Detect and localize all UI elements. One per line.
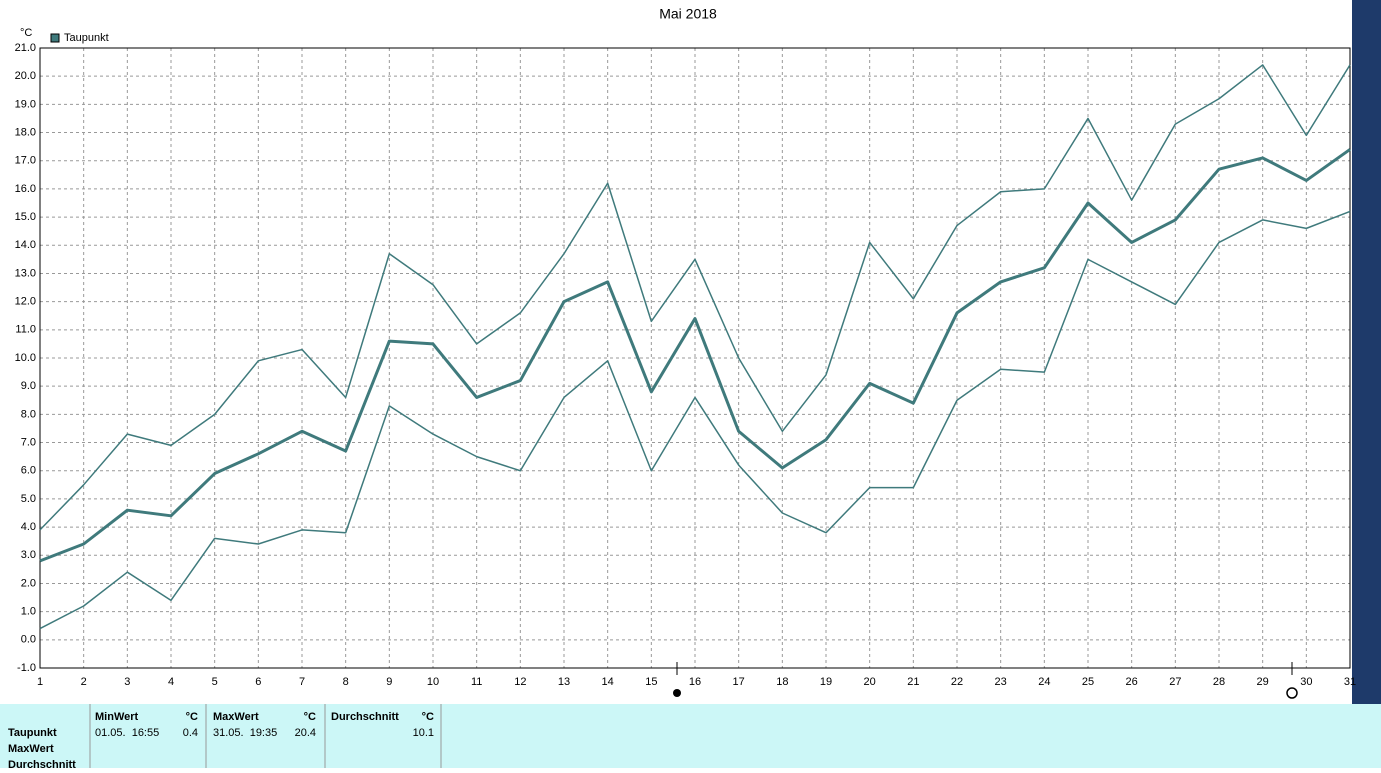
col-unit: °C [304,711,316,723]
moon-new [1286,687,1298,699]
chart-title: Mai 2018 [659,6,717,22]
y-tick-label: 9.0 [21,380,36,392]
x-tick-label: 28 [1213,676,1225,688]
legend-label: Taupunkt [64,32,109,44]
y-tick-label: 0.0 [21,634,36,646]
x-tick-label: 8 [343,676,349,688]
y-tick-label: 21.0 [15,42,36,54]
plot: -1.00.01.02.03.04.05.06.07.08.09.010.011… [15,42,1357,688]
x-tick-label: 14 [602,676,614,688]
row-label: Durchschnitt [8,759,76,768]
col-title: MinWert [95,711,139,723]
col-title: MaxWert [213,711,259,723]
max-time: 31.05. 19:35 [213,727,277,739]
moon-full [673,689,681,697]
x-tick-label: 10 [427,676,439,688]
x-tick-label: 22 [951,676,963,688]
y-tick-label: 11.0 [15,324,36,336]
row-label: MaxWert [8,743,54,755]
x-tick-label: 29 [1257,676,1269,688]
y-tick-label: 20.0 [15,70,36,82]
desktop-edge [1352,0,1381,704]
y-tick-label: 8.0 [21,408,36,420]
x-tick-label: 26 [1126,676,1138,688]
x-tick-label: 15 [645,676,657,688]
y-tick-label: 14.0 [15,239,36,251]
y-unit: °C [20,27,32,39]
y-tick-label: 7.0 [21,436,36,448]
max-value: 20.4 [295,727,316,739]
y-tick-label: 16.0 [15,183,36,195]
y-tick-label: 4.0 [21,521,36,533]
y-tick-label: 10.0 [15,352,36,364]
x-tick-label: 30 [1300,676,1312,688]
x-tick-label: 1 [37,676,43,688]
plot-border [39,47,1351,669]
min-value: 0.4 [183,727,198,739]
col-title: Durchschnitt [331,711,399,723]
mean-value: 10.1 [413,727,434,739]
y-tick-label: 17.0 [15,155,36,167]
y-tick-label: 19.0 [15,98,36,110]
x-tick-label: 20 [864,676,876,688]
y-tick-label: -1.0 [17,662,36,674]
x-tick-label: 17 [733,676,745,688]
y-tick-label: 5.0 [21,493,36,505]
x-tick-label: 24 [1038,676,1050,688]
data-line [39,148,1351,563]
y-tick-label: 15.0 [15,211,36,223]
row-label: Taupunkt [8,727,57,739]
y-tick-label: 3.0 [21,549,36,561]
x-tick-label: 27 [1169,676,1181,688]
legend-swatch [50,33,60,43]
y-tick-label: 12.0 [15,296,36,308]
x-tick-label: 6 [255,676,261,688]
y-tick-label: 6.0 [21,465,36,477]
x-tick-label: 31 [1344,676,1356,688]
y-tick-label: 2.0 [21,577,36,589]
stats-panel: MinWert °C MaxWert °C Durchschnitt °C Ta… [0,704,1381,771]
x-tick-label: 2 [81,676,87,688]
x-tick-label: 11 [471,676,482,688]
x-tick-label: 5 [212,676,218,688]
y-tick-label: 13.0 [15,267,36,279]
x-tick-label: 18 [776,676,788,688]
x-tick-label: 12 [514,676,526,688]
y-tick-label: 18.0 [15,126,36,138]
min-time: 01.05. 16:55 [95,727,159,739]
data-line [39,210,1351,630]
x-tick-label: 19 [820,676,832,688]
x-tick-label: 16 [689,676,701,688]
x-tick-label: 13 [558,676,570,688]
x-tick-label: 21 [907,676,919,688]
col-unit: °C [186,711,198,723]
x-tick-label: 9 [386,676,392,688]
col-unit: °C [422,711,434,723]
x-tick-label: 3 [124,676,130,688]
x-tick-label: 7 [299,676,305,688]
x-tick-label: 23 [995,676,1007,688]
data-line [39,64,1351,531]
y-tick-label: 1.0 [21,606,36,618]
panel-bg [0,704,1381,768]
x-tick-label: 4 [168,676,174,688]
x-tick-label: 25 [1082,676,1094,688]
